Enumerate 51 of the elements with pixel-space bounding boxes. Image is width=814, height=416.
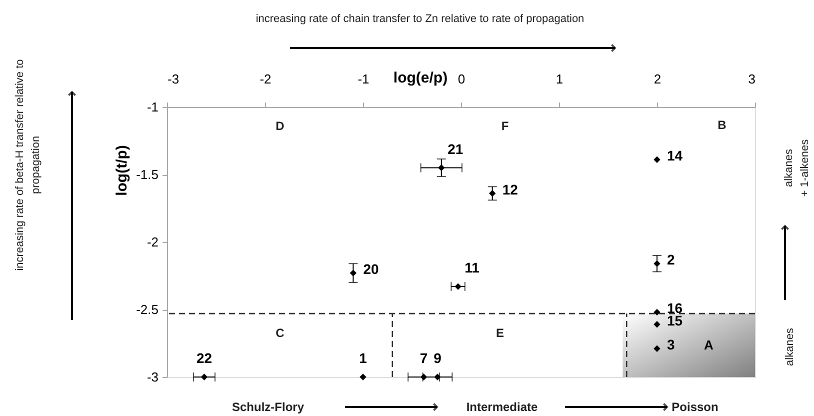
- x-tick-label: 1: [556, 72, 564, 86]
- y-tick-label: -2: [146, 234, 158, 250]
- y-tick-label: -1.5: [136, 167, 158, 182]
- x-tick-label: 0: [458, 72, 466, 86]
- text: Schulz-Flory: [232, 400, 304, 414]
- point: [360, 374, 366, 380]
- point: [489, 190, 496, 197]
- y-tick-label: -1: [146, 100, 158, 114]
- point: [654, 156, 660, 164]
- annotation: B: [718, 118, 727, 132]
- annotation: 12: [502, 181, 518, 198]
- annotation: 2: [667, 252, 675, 268]
- annotation: D: [276, 119, 285, 133]
- x-tick-label: 3: [748, 72, 756, 86]
- band-label: A: [704, 337, 714, 352]
- annotation: 20: [363, 261, 379, 278]
- y-tick-label: -3: [146, 370, 158, 384]
- x-axis-title: log(e/p): [393, 70, 448, 86]
- annotation: 11: [464, 260, 480, 276]
- x-tick-label: 2: [654, 72, 662, 86]
- text: increasing rate of chain transfer to Zn relative to rate of propagation: [256, 13, 584, 25]
- point: [454, 283, 462, 290]
- point: [420, 374, 428, 380]
- point: [434, 374, 441, 380]
- point: [350, 270, 357, 276]
- point: [654, 345, 660, 352]
- text: increasing rate of beta-H transfer relative to propagation: [14, 59, 42, 271]
- point: [654, 260, 660, 267]
- text: alkanes + 1-alkenes: [783, 138, 811, 197]
- annotation: C: [276, 326, 285, 340]
- point: [654, 308, 660, 316]
- annotation: 21: [448, 140, 464, 157]
- annotation: 7: [420, 350, 428, 366]
- y-axis-title: log(t/p): [114, 145, 130, 196]
- annotation: F: [501, 119, 509, 133]
- point: [438, 164, 445, 172]
- x-tick-label: -2: [260, 72, 272, 86]
- text: alkanes: [784, 328, 796, 366]
- y-tick-label: -2.5: [136, 302, 158, 317]
- point: [200, 374, 208, 380]
- annotation: 9: [434, 350, 442, 366]
- annotation: 3: [667, 336, 675, 353]
- text: Intermediate: [466, 400, 538, 414]
- text: Poisson: [672, 400, 718, 414]
- x-tick-label: -1: [358, 72, 370, 86]
- point: [654, 320, 660, 328]
- annotation: 1: [359, 350, 368, 366]
- x-tick-label: -3: [168, 72, 180, 86]
- annotation: 14: [667, 148, 683, 164]
- annotation: E: [496, 326, 504, 340]
- annotation: 22: [196, 350, 212, 366]
